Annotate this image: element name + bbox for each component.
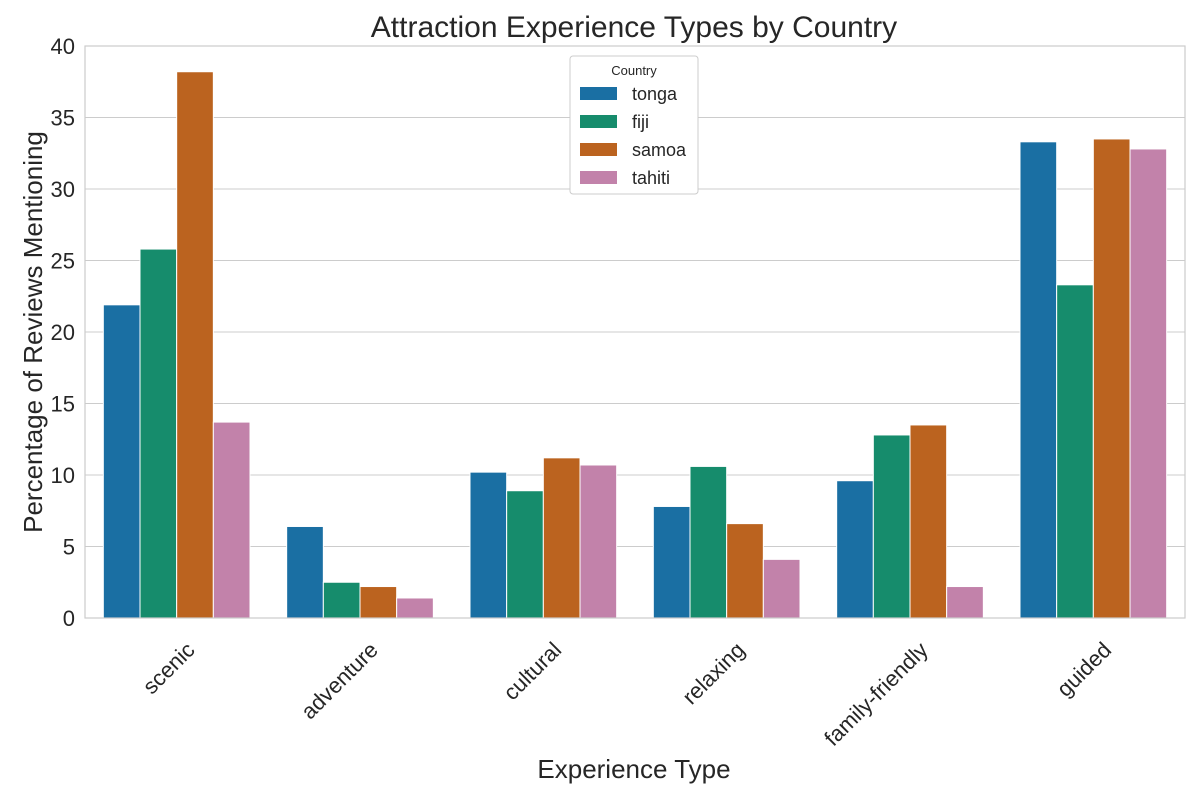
y-tick-labels: 0 5 10 15 20 25 30 35 40 <box>51 34 75 631</box>
bar-fiji-adventure <box>322 581 361 619</box>
legend-swatch-fiji <box>580 115 617 128</box>
x-tick-label: adventure <box>296 637 383 724</box>
x-tick-label: family-friendly <box>819 637 933 751</box>
bar-tonga-guided <box>1019 141 1058 619</box>
legend-label-fiji: fiji <box>632 112 649 132</box>
legend: Country tonga fiji samoa tahiti <box>569 55 699 195</box>
legend-title: Country <box>611 63 657 78</box>
bar-fiji-guided <box>1056 284 1094 619</box>
bar-tonga-scenic <box>102 304 141 619</box>
y-tick-label: 25 <box>51 249 75 274</box>
bar-fiji-family-friendly <box>872 434 911 619</box>
bar-tahiti-cultural <box>579 464 618 619</box>
bars <box>102 71 1168 619</box>
y-axis-title: Percentage of Reviews Mentioning <box>18 131 48 533</box>
x-tick-label: guided <box>1052 637 1116 701</box>
x-tick-label: scenic <box>138 637 200 699</box>
bar-tahiti-guided <box>1129 148 1168 619</box>
bar-tonga-cultural <box>469 471 508 619</box>
bar-fiji-relaxing <box>689 465 728 619</box>
bar-tahiti-relaxing <box>762 558 801 619</box>
y-tick-label: 5 <box>63 535 75 560</box>
bar-samoa-guided <box>1092 138 1131 619</box>
x-tick-label: relaxing <box>677 637 749 709</box>
chart-title: Attraction Experience Types by Country <box>371 11 897 44</box>
legend-swatch-samoa <box>580 143 617 156</box>
y-tick-label: 20 <box>51 320 75 345</box>
x-axis-title: Experience Type <box>537 754 730 784</box>
bar-tahiti-scenic <box>212 421 251 619</box>
bar-samoa-family-friendly <box>909 424 948 619</box>
bar-samoa-relaxing <box>726 523 764 619</box>
bar-tahiti-adventure <box>396 597 434 619</box>
legend-label-tahiti: tahiti <box>632 168 670 188</box>
bar-samoa-adventure <box>359 586 398 619</box>
legend-label-tonga: tonga <box>632 84 678 104</box>
y-tick-label: 35 <box>51 106 75 131</box>
y-tick-label: 40 <box>51 34 75 59</box>
bar-samoa-scenic <box>176 71 214 619</box>
x-tick-labels: scenic adventure cultural relaxing family-fr… <box>138 637 1116 751</box>
y-tick-label: 10 <box>51 463 75 488</box>
y-tick-label: 30 <box>51 177 75 202</box>
y-tick-label: 15 <box>51 392 75 417</box>
bar-fiji-cultural <box>506 490 544 619</box>
bar-samoa-cultural <box>542 457 581 619</box>
x-tick-label: cultural <box>498 637 566 705</box>
legend-items: tonga fiji samoa tahiti <box>580 84 687 188</box>
plot-frame <box>84 45 1186 619</box>
bar-tonga-relaxing <box>652 505 691 619</box>
bar-tahiti-family-friendly <box>946 586 984 619</box>
legend-swatch-tahiti <box>580 171 617 184</box>
legend-swatch-tonga <box>580 87 617 100</box>
bar-tonga-family-friendly <box>836 480 874 619</box>
legend-label-samoa: samoa <box>632 140 687 160</box>
bar-fiji-scenic <box>139 248 178 619</box>
bar-tonga-adventure <box>286 525 324 619</box>
y-tick-label: 0 <box>63 606 75 631</box>
